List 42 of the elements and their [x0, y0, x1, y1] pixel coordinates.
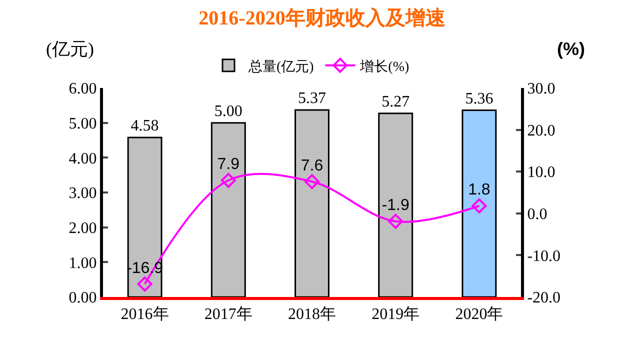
y-tick-label: 5.00 [68, 115, 97, 132]
point [137, 276, 152, 292]
data-label: 5.37 [298, 90, 326, 107]
data-label: 1.8 [468, 182, 490, 199]
y2-tick-label: 20.0 [527, 122, 556, 140]
y2-axis-title: (%) [557, 39, 585, 59]
data-label: -1.9 [382, 197, 410, 214]
data-label: 5.36 [465, 90, 494, 108]
chart-title: 2016-2020年财政收入及增速 [198, 6, 446, 30]
x-tick-label: 2019年 [372, 306, 420, 324]
point [220, 172, 236, 188]
y2-tick-label: 0.0 [527, 206, 548, 223]
y-tick-label: 0.00 [68, 290, 97, 307]
y-tick-label: 6.00 [68, 80, 97, 98]
y2-tick-label: -20.0 [527, 290, 561, 307]
legend-label: 总量(亿元) [248, 58, 314, 75]
y-tick-label: 3.00 [68, 185, 97, 202]
bar [127, 136, 162, 297]
bar [210, 122, 246, 297]
data-label: 7.9 [217, 156, 240, 174]
y-axis-title: (亿元) [46, 39, 94, 59]
x-tick-label: 2018年 [288, 306, 336, 324]
bar [294, 109, 330, 297]
data-label: 5.00 [214, 102, 242, 120]
y2-tick-label: 10.0 [527, 164, 556, 182]
x-tick-label: 2016年 [120, 306, 169, 324]
y2-tick-label: 30.0 [527, 80, 556, 98]
y-tick-label: 1.00 [68, 254, 97, 272]
data-label: 4.58 [130, 117, 159, 134]
legend-label: 增长(%) [359, 58, 410, 75]
point [388, 214, 404, 229]
bar [378, 112, 414, 297]
x-tick-label: 2020年 [455, 306, 504, 324]
y-tick-label: 2.00 [68, 220, 97, 237]
point [472, 198, 487, 214]
bar [462, 110, 497, 297]
x-tick-label: 2017年 [204, 306, 252, 324]
y2-tick-label: -10.0 [527, 248, 561, 265]
data-label: 5.27 [382, 93, 410, 110]
point [304, 174, 320, 190]
y-tick-label: 4.00 [68, 150, 97, 168]
data-label: 7.6 [300, 157, 324, 174]
